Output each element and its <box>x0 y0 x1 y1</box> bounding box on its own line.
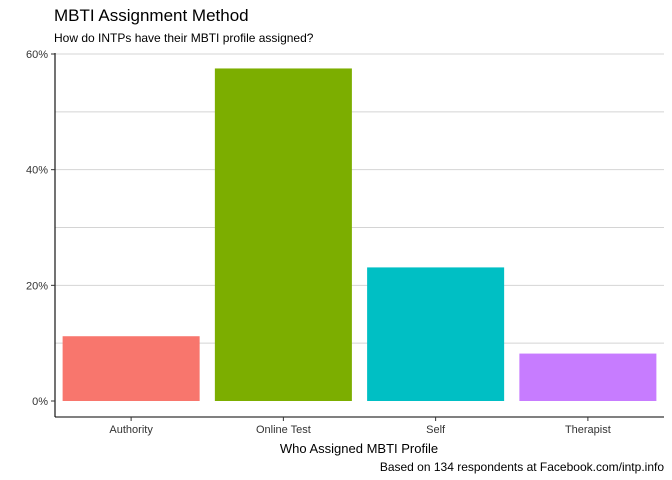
chart-caption: Based on 134 respondents at Facebook.com… <box>380 460 665 474</box>
y-tick-label: 40% <box>26 165 48 177</box>
x-tick-label: Online Test <box>256 424 311 436</box>
y-tick-label: 60% <box>26 49 48 61</box>
x-tick-label: Therapist <box>565 424 611 436</box>
bar-self <box>367 267 505 401</box>
y-tick-label: 0% <box>32 396 48 408</box>
y-axis-ticks: 0% 20% 40% 60% <box>26 49 55 408</box>
y-tick-label: 20% <box>26 280 48 292</box>
gridlines <box>55 53 664 344</box>
x-tick-label: Self <box>426 424 446 436</box>
bar-therapist <box>519 353 657 401</box>
x-axis-ticks: Authority Online Test Self Therapist <box>109 417 611 436</box>
chart-subtitle: How do INTPs have their MBTI profile ass… <box>54 31 314 45</box>
bar-online-test <box>214 68 352 401</box>
x-axis-title: Who Assigned MBTI Profile <box>280 441 438 456</box>
chart-title: MBTI Assignment Method <box>54 6 249 25</box>
x-tick-label: Authority <box>109 424 153 436</box>
bars <box>62 68 657 401</box>
bar-authority <box>62 336 200 401</box>
